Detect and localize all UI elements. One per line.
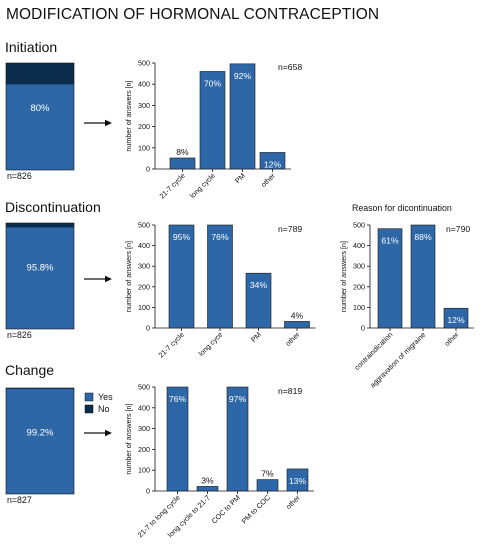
y-tick-label: 0 [146,487,150,496]
bar [168,224,195,329]
bar [229,63,256,170]
x-tick-label: long cyce [197,330,225,358]
stacked-yes-segment [6,227,74,329]
bar-value-label: 95% [173,232,191,242]
y-tick-label: 0 [361,324,365,333]
y-tick-label: 300 [138,424,150,433]
bar-value-label: 34% [250,280,268,290]
y-tick-label: 300 [353,262,365,271]
y-tick-label: 400 [138,403,150,412]
x-tick-label: other [259,171,277,189]
x-tick-label: long cycle [188,171,217,200]
figure-title: MODIFICATION OF HORMONAL CONTRACEPTION [6,6,380,23]
sample-size-label: n=789 [278,224,302,234]
y-tick-label: 500 [138,221,150,230]
bar-value-label: 92% [234,71,252,81]
y-tick-label: 100 [138,466,150,475]
x-tick-label: other [442,330,460,348]
x-tick-label: other [283,330,301,348]
y-tick-label: 500 [138,383,150,392]
y-tick-label: 400 [138,241,150,250]
legend-no-label: No [98,404,110,414]
bar [256,479,279,492]
y-tick-label: 400 [138,80,150,89]
bar-value-label: 76% [169,394,187,404]
bar [284,321,310,329]
x-tick-label: 21-7 cycle [156,330,186,360]
y-tick-label: 0 [146,324,150,333]
bar-value-label: 4% [291,310,304,320]
bar-value-label: 7% [261,469,274,479]
y-axis-label: number of answers [n] [124,241,133,312]
arrow-head [105,429,112,437]
y-tick-label: 300 [138,101,150,110]
bar-value-label: 12% [264,159,282,169]
stacked-n-label: n=827 [7,495,32,505]
y-tick-label: 200 [138,445,150,454]
y-tick-label: 100 [353,303,365,312]
bar-value-label: 8% [176,147,189,157]
bar-value-label: 97% [229,394,247,404]
y-axis-label: number of answers [n] [339,241,348,312]
y-tick-label: 200 [138,282,150,291]
arrow-head [105,119,112,127]
y-tick-label: 200 [138,122,150,131]
stacked-yes-segment [6,388,74,494]
section-title-initiation: Initiation [5,39,58,55]
stacked-yes-segment [6,84,74,170]
x-tick-label: PM [249,330,263,344]
sample-size-label: n=658 [278,62,302,72]
y-tick-label: 100 [138,143,150,152]
x-tick-label: PM to COC [240,493,272,525]
bar-value-label: 61% [381,236,399,246]
x-tick-label: aggravation of migraine [368,330,427,389]
y-tick-label: 100 [138,303,150,312]
legend-no-swatch [84,404,94,414]
y-tick-label: 200 [353,282,365,291]
bar-value-label: 88% [414,232,432,242]
stacked-yes-label: 80% [30,103,50,114]
stacked-outline [5,387,75,495]
x-tick-label: 21-7 cycle [157,171,187,201]
x-tick-label: PM [233,171,247,185]
sample-size-label: n=819 [278,386,302,396]
bar [207,224,233,329]
sample-size-label: n=790 [446,224,470,234]
x-tick-label: other [284,493,302,511]
stacked-yes-label: 95.8% [27,263,54,274]
bar-value-label: 12% [447,315,465,325]
bar-value-label: 76% [211,232,229,242]
stacked-n-label: n=826 [7,171,32,181]
bar [169,157,196,170]
y-axis-label: number of answers [n] [124,80,133,151]
legend-yes-label: Yes [98,392,113,402]
stacked-n-label: n=826 [7,330,32,340]
stacked-outline [5,222,75,330]
bar-value-label: 70% [204,78,222,88]
arrow-head [105,275,112,283]
bar [410,224,436,329]
legend-yes-swatch [84,392,94,402]
y-tick-label: 500 [353,221,365,230]
section-title-change: Change [5,362,55,378]
bar [196,486,219,492]
stacked-outline [5,62,75,171]
y-tick-label: 400 [353,241,365,250]
y-tick-label: 500 [138,59,150,68]
x-tick-label: COC to PM [210,493,242,525]
bar-value-label: 3% [201,475,214,485]
bar-value-label: 13% [289,476,307,486]
bar [199,71,226,170]
section-title-discontinuation: Discontinuation [5,199,101,215]
y-axis-label: number of answers [n] [124,403,133,474]
y-tick-label: 300 [138,262,150,271]
y-tick-label: 0 [146,165,150,174]
stacked-yes-label: 99.2% [27,428,54,439]
reason-chart-title: Reason for dicontinuation [352,203,452,213]
bar [377,228,403,329]
